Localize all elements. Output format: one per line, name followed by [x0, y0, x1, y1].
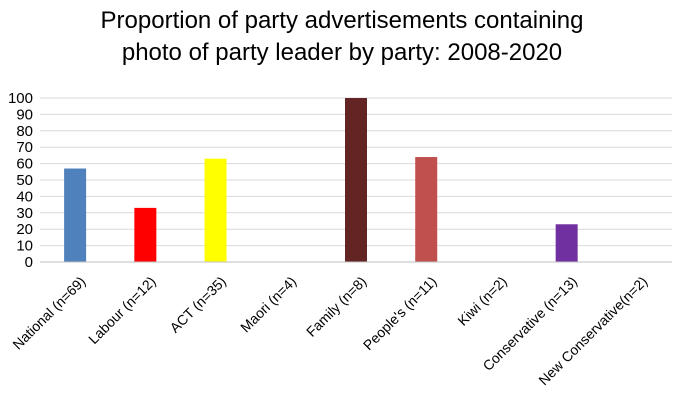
x-category-label: Kiwi (n=2) — [454, 273, 510, 329]
x-category-label: National (n=69) — [9, 273, 88, 352]
y-tick-label: 40 — [16, 188, 33, 205]
bar — [64, 168, 87, 262]
x-axis-category-labels: National (n=69)Labour (n=12) ACT (n=35) Ma… — [9, 273, 650, 388]
bar — [555, 224, 578, 262]
y-tick-label: 60 — [16, 156, 33, 173]
y-tick-label: 30 — [16, 205, 33, 222]
y-tick-label: 80 — [16, 123, 33, 140]
y-tick-label: 50 — [16, 172, 33, 189]
bar — [134, 207, 157, 262]
bars — [64, 98, 578, 262]
y-tick-label: 0 — [25, 254, 33, 271]
chart-title-line-2: photo of party leader by party: 2008-202… — [122, 39, 562, 66]
bar — [415, 157, 438, 262]
bar — [204, 158, 227, 262]
x-category-label: Family (n=8) — [303, 273, 370, 340]
y-tick-label: 70 — [16, 139, 33, 156]
y-tick-label: 90 — [16, 106, 33, 123]
y-tick-label: 10 — [16, 238, 33, 255]
y-tick-label: 100 — [8, 90, 33, 107]
x-category-label: ACT (n=35) — [166, 273, 229, 336]
bar — [345, 98, 367, 262]
chart-title-line-1: Proportion of party advertisements conta… — [101, 7, 584, 34]
x-category-label: Maori (n=4) — [237, 273, 299, 335]
x-category-label: Labour (n=12) — [85, 273, 159, 347]
x-category-label: People's (n=11) — [360, 273, 440, 353]
y-tick-label: 20 — [16, 221, 33, 238]
